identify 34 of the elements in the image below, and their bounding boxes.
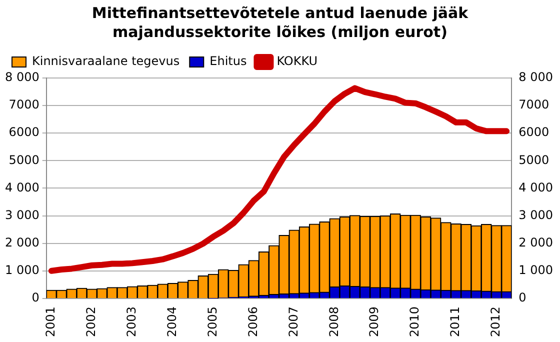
y-tick-label: 5000	[8, 152, 40, 167]
x-tick-label: 2004	[164, 306, 179, 338]
y-tick-label: 7000	[8, 98, 40, 112]
x-tick-label: 2011	[448, 306, 462, 338]
y-tick-label: 8 000	[4, 70, 40, 84]
y2-tick-label: 8 000	[518, 70, 554, 84]
y2-tick-label: 0	[518, 290, 526, 305]
legend-label: Kinnisvaraalane tegevus	[32, 54, 180, 68]
x-tick-label: 2006	[246, 306, 260, 338]
legend-label: KOKKU	[276, 54, 318, 68]
chart-title: Mittefinantsettevõtetele antud laenude jääk majandussektorite lõikes (miljon eurot)	[90, 3, 470, 43]
x-tick-label: 2008	[326, 306, 341, 338]
y2-tick-label: 6000	[518, 125, 550, 140]
legend-label: Ehitus	[210, 54, 247, 68]
x-tick-label: 2009	[367, 306, 382, 338]
x-tick-label: 2001	[44, 306, 58, 338]
y-tick-label: 0	[32, 290, 40, 305]
y-tick-label: 3 000	[4, 208, 40, 222]
y-tick-label: 2 000	[4, 235, 40, 250]
y-tick-label: 6000	[8, 125, 40, 140]
y2-tick-label: 1 000	[518, 263, 554, 278]
x-tick-label: 2007	[286, 306, 300, 338]
x-tick-label: 2003	[124, 306, 138, 338]
y-tick-label: 1 000	[4, 263, 40, 278]
y2-tick-label: 4 000	[518, 180, 554, 194]
y2-tick-label: 3 000	[518, 208, 554, 222]
y2-tick-label: 7000	[518, 98, 550, 112]
x-tick-label: 2010	[408, 306, 422, 338]
x-tick-label: 2002	[84, 306, 98, 338]
x-tick-label: 2012	[488, 306, 503, 338]
y2-tick-label: 2 000	[518, 235, 554, 250]
y2-tick-label: 5000	[518, 152, 550, 167]
x-tick-label: 2005	[205, 306, 220, 338]
y-tick-label: 4 000	[4, 180, 40, 194]
